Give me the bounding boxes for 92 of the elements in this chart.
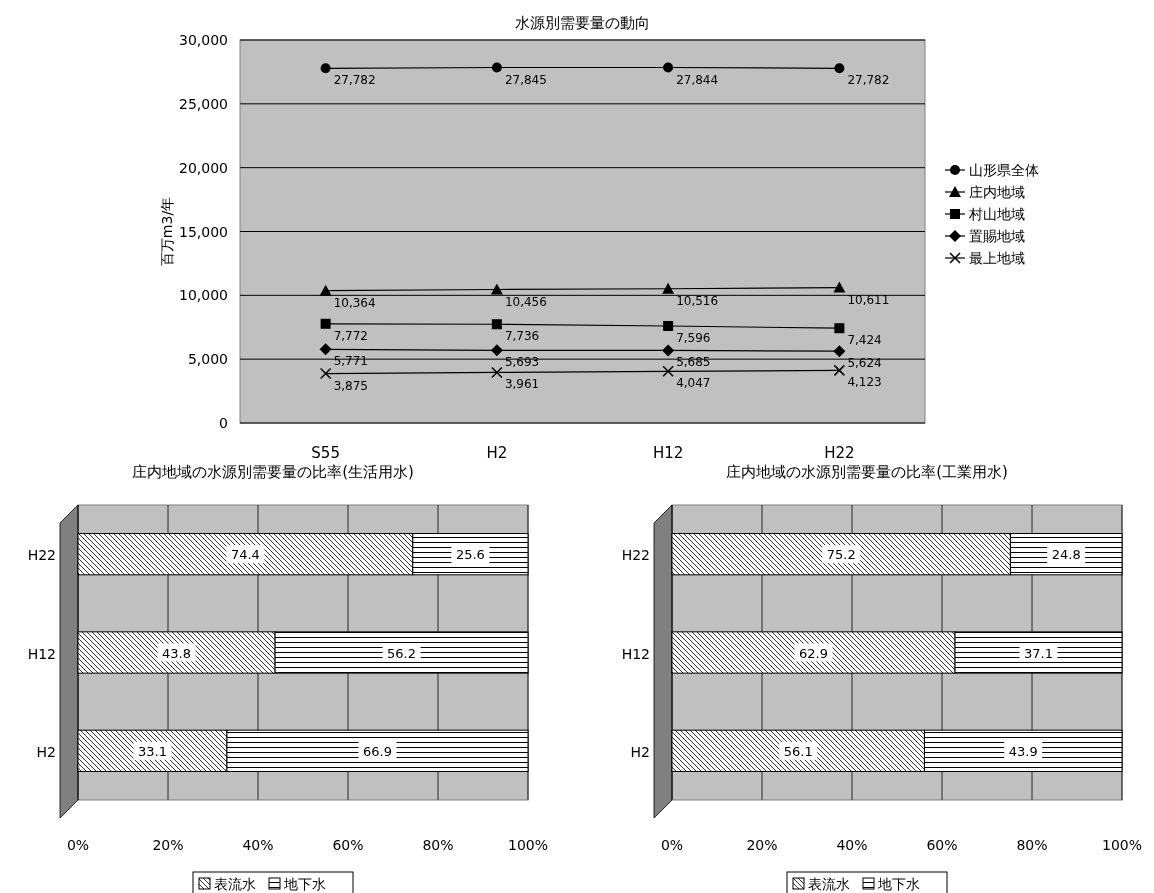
y-tick-label: H12 xyxy=(27,645,56,662)
legend-label: 表流水 xyxy=(808,876,850,892)
x-tick-label: 20% xyxy=(152,837,184,853)
legend-label: 山形県全体 xyxy=(969,162,1039,178)
chart-title: 水源別需要量の動向 xyxy=(515,14,650,32)
y-tick-label: 15,000 xyxy=(179,223,228,240)
point xyxy=(491,366,503,379)
x-tick-label: 100% xyxy=(1101,837,1143,853)
point xyxy=(833,364,846,377)
point xyxy=(834,63,845,74)
data-label: 10,516 xyxy=(676,293,719,308)
legend-label: 表流水 xyxy=(214,876,256,892)
chart-title: 庄内地域の水源別需要量の比率(生活用水) xyxy=(132,463,414,481)
x-tick-label: 0% xyxy=(660,837,684,853)
point xyxy=(320,63,331,74)
data-label: 4,047 xyxy=(676,376,711,391)
data-label: 7,736 xyxy=(504,329,540,344)
x-tick-label: 20% xyxy=(746,837,778,853)
x-tick-label: 40% xyxy=(242,837,274,853)
point xyxy=(491,319,502,330)
data-label: 7,424 xyxy=(847,333,882,348)
y-tick-label: 30,000 xyxy=(179,32,228,48)
point xyxy=(490,344,503,357)
x-tick-label: H12 xyxy=(652,444,684,462)
x-tick-label: 80% xyxy=(422,837,454,853)
y-tick-label: 10,000 xyxy=(179,287,228,304)
data-label: 43.8 xyxy=(162,645,192,661)
data-label: 56.2 xyxy=(387,645,417,661)
y-tick-label: 0 xyxy=(219,415,228,431)
y-tick-label: H22 xyxy=(27,547,56,564)
x-tick-label: H2 xyxy=(486,444,508,462)
data-label: 43.9 xyxy=(1008,743,1038,759)
x-tick-label: 60% xyxy=(926,837,958,853)
point xyxy=(833,345,846,358)
point xyxy=(834,323,845,334)
data-label: 27,844 xyxy=(676,72,719,87)
legend-label: 置賜地域 xyxy=(969,228,1025,244)
legend-label: 村山地域 xyxy=(968,206,1025,222)
point xyxy=(490,283,503,295)
data-label: 5,624 xyxy=(847,356,882,371)
data-label: 56.1 xyxy=(783,743,813,759)
data-label: 4,123 xyxy=(847,375,882,390)
x-tick-label: 0% xyxy=(66,837,90,853)
data-label: 10,364 xyxy=(333,295,376,310)
legend-label: 庄内地域 xyxy=(969,184,1025,200)
data-label: 33.1 xyxy=(138,743,167,759)
point xyxy=(662,365,674,378)
point xyxy=(662,344,675,357)
data-label: 5,685 xyxy=(676,355,711,370)
x-tick-label: 80% xyxy=(1016,837,1048,853)
point xyxy=(663,62,674,73)
legend-label: 地下水 xyxy=(877,876,920,892)
y-tick-label: 5,000 xyxy=(187,351,228,368)
y-tick-label: H2 xyxy=(36,743,56,760)
data-label: 74.4 xyxy=(230,547,260,563)
data-label: 75.2 xyxy=(826,547,856,563)
data-label: 10,611 xyxy=(847,292,890,307)
data-label: 27,845 xyxy=(504,72,547,87)
y-tick-label: 25,000 xyxy=(179,95,228,112)
point xyxy=(319,284,332,296)
y-axis-title: 百万m3/年 xyxy=(159,196,175,267)
point xyxy=(320,318,331,329)
data-label: 7,596 xyxy=(676,331,711,346)
data-label: 10,456 xyxy=(504,294,547,309)
data-label: 3,875 xyxy=(333,378,368,393)
legend-label: 地下水 xyxy=(283,876,326,892)
y-tick-label: H12 xyxy=(621,645,650,662)
x-tick-label: 60% xyxy=(332,837,364,853)
data-label: 24.8 xyxy=(1051,547,1081,563)
point xyxy=(319,367,332,380)
point xyxy=(319,343,332,356)
data-label: 25.6 xyxy=(455,547,485,563)
point xyxy=(491,62,502,73)
chart-title: 庄内地域の水源別需要量の比率(工業用水) xyxy=(726,463,1008,481)
point xyxy=(663,321,674,332)
data-label: 27,782 xyxy=(847,73,890,88)
point xyxy=(662,282,675,294)
data-label: 62.9 xyxy=(799,645,828,661)
data-label: 3,961 xyxy=(504,377,540,392)
x-tick-label: 100% xyxy=(507,837,549,853)
x-tick-label: S55 xyxy=(311,444,340,462)
point xyxy=(833,281,846,293)
legend-label: 最上地域 xyxy=(969,250,1025,266)
x-tick-label: 40% xyxy=(836,837,868,853)
data-label: 27,782 xyxy=(333,73,376,88)
y-tick-label: 20,000 xyxy=(179,159,228,176)
data-label: 7,772 xyxy=(333,328,368,343)
data-label: 66.9 xyxy=(363,743,392,759)
x-tick-label: H22 xyxy=(824,444,855,462)
y-tick-label: H2 xyxy=(630,743,650,760)
y-tick-label: H22 xyxy=(621,547,650,564)
data-label: 37.1 xyxy=(1024,645,1053,661)
